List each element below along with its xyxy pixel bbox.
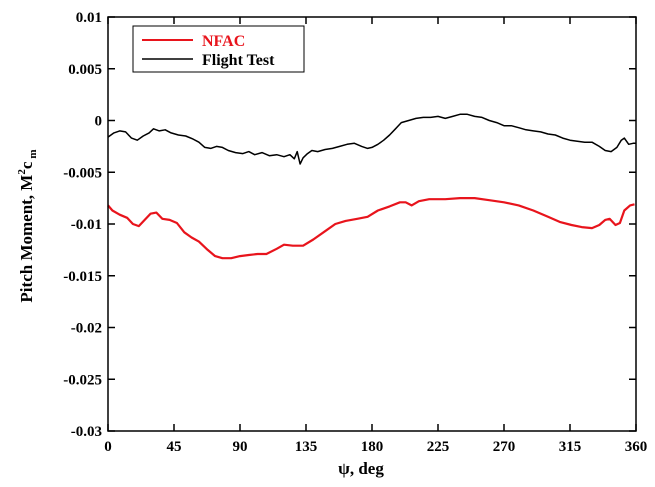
legend-label-nfac: NFAC <box>202 33 245 50</box>
x-tick-label: 180 <box>361 439 384 455</box>
x-axis-label: ψ, deg <box>338 459 384 478</box>
series-layer <box>107 113 636 260</box>
legend-box <box>132 25 305 73</box>
x-tick-label: 270 <box>493 439 516 455</box>
legend: NFAC Flight Test <box>132 25 305 73</box>
x-tick-label: 135 <box>295 439 318 455</box>
y-tick-label: -0.015 <box>63 269 102 285</box>
y-axis-ticks: 0.01 0.005 0 -0.005 -0.01 -0.015 -0.02 -0.025 -0… <box>63 10 636 440</box>
legend-label-flight-test: Flight Test <box>202 52 275 69</box>
y-tick-label: -0.025 <box>63 372 102 388</box>
y-tick-label: 0 <box>95 114 103 130</box>
x-tick-label: 225 <box>427 439 450 455</box>
x-tick-label: 360 <box>625 439 648 455</box>
y-tick-label: -0.01 <box>71 217 102 233</box>
y-tick-label: -0.03 <box>71 424 102 440</box>
series-line-flight-test <box>107 113 636 165</box>
y-axis-label: Pitch Moment, M2cm <box>16 149 39 302</box>
x-tick-label: 315 <box>559 439 582 455</box>
x-tick-label: 45 <box>167 439 182 455</box>
x-tick-label: 0 <box>104 439 112 455</box>
y-tick-label: 0.005 <box>68 62 102 78</box>
y-tick-label: -0.005 <box>63 165 102 181</box>
y-tick-label: 0.01 <box>76 10 102 26</box>
series-line-nfac <box>107 197 635 260</box>
x-axis-ticks: 0 45 90 135 180 225 270 315 360 <box>104 17 647 455</box>
y-tick-label: -0.02 <box>71 321 102 337</box>
plot-frame <box>107 16 637 432</box>
x-tick-label: 90 <box>233 439 248 455</box>
